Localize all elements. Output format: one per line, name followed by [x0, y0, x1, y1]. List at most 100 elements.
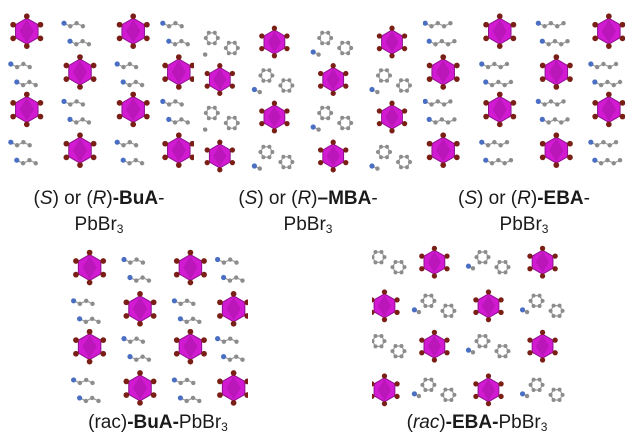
carbon-atom — [452, 117, 457, 122]
bromine-atom — [204, 147, 210, 153]
bromine-atom — [173, 350, 180, 357]
organic-cation — [535, 20, 566, 29]
nitrogen-atom — [67, 38, 73, 44]
organic-cation — [114, 139, 139, 148]
carbon-atom — [86, 120, 92, 125]
carbon-atom — [179, 102, 184, 107]
pbbr6-octahedron — [419, 245, 450, 279]
nitrogen-atom — [592, 157, 598, 163]
bromine-atom — [162, 140, 169, 147]
bromine-atom — [539, 273, 546, 279]
carbon-atom — [399, 78, 403, 83]
nitrogen-atom — [483, 79, 489, 85]
bromine-atom — [426, 140, 433, 147]
carbon-atom — [542, 24, 547, 29]
carbon-atom — [121, 143, 126, 148]
carbon-atom — [393, 259, 398, 264]
carbon-atom — [258, 73, 263, 78]
carbon-atom — [496, 79, 501, 85]
carbon-atom — [226, 40, 231, 45]
benzene-ring — [474, 333, 491, 349]
carbon-atom — [561, 21, 566, 26]
carbon-atom — [477, 344, 482, 349]
carbon-atom — [281, 88, 286, 93]
carbon-atom — [270, 150, 275, 154]
carbon-atom — [287, 78, 292, 83]
bromine-atom — [605, 13, 612, 20]
carbon-atom — [234, 275, 239, 280]
panel-rac-bua — [68, 240, 248, 412]
bromine-atom — [284, 108, 290, 114]
nitrogen-atom — [171, 298, 177, 304]
bromine-atom — [605, 121, 612, 128]
bromine-atom — [343, 83, 349, 89]
carbon-atom — [497, 270, 502, 275]
organic-cation — [67, 116, 92, 125]
carbon-atom — [223, 121, 228, 125]
carbon-atom — [320, 116, 325, 121]
organic-cation — [423, 98, 453, 107]
bromine-atom — [229, 70, 236, 77]
carbon-atom — [433, 42, 438, 47]
carbon-atom — [494, 349, 499, 354]
bromine-atom — [431, 245, 438, 251]
carbon-atom — [221, 339, 227, 344]
panel-rac-eba — [372, 242, 580, 410]
bromine-atom — [401, 45, 408, 52]
carbon-atom — [494, 265, 499, 270]
caption-s-r-bua: (S) or (R)-BuA- PbBr3 — [33, 188, 165, 236]
carbon-atom — [531, 304, 536, 309]
nitrogen-atom — [67, 116, 73, 122]
organic-cation — [592, 79, 623, 88]
bromine-atom — [483, 21, 489, 28]
carbon-atom — [316, 52, 321, 57]
nitrogen-atom — [479, 139, 485, 145]
bromine-atom — [137, 370, 143, 376]
carbon-atom — [555, 24, 560, 29]
carbon-atom — [172, 42, 178, 47]
carbon-atom — [234, 339, 239, 344]
carbon-atom — [452, 392, 457, 397]
bromine-atom — [23, 91, 30, 98]
organic-cation — [519, 391, 530, 399]
carbon-atom — [373, 344, 378, 349]
nitrogen-atom — [177, 395, 183, 401]
carbon-atom — [133, 64, 139, 70]
bromine-atom — [259, 108, 265, 114]
pbbr6-octahedron — [116, 91, 150, 128]
pbbr6-octahedron — [204, 139, 236, 173]
carbon-atom — [203, 36, 208, 40]
pbbr6-octahedron — [10, 13, 44, 50]
bromine-atom — [444, 337, 450, 343]
organic-cation — [160, 20, 184, 29]
pbbr6-octahedron — [527, 329, 558, 363]
benzene-ring — [494, 259, 511, 275]
bromine-atom — [381, 401, 388, 407]
carbon-atom — [605, 158, 610, 163]
benzene-ring — [337, 115, 354, 131]
bromine-atom — [86, 279, 93, 286]
bromine-atom — [230, 370, 237, 376]
nitrogen-atom — [221, 354, 227, 360]
pbbr6-octahedron — [217, 370, 248, 406]
carbon-atom — [537, 377, 542, 382]
carbon-atom — [542, 102, 547, 107]
bromine-atom — [189, 62, 194, 69]
carbon-atom — [83, 319, 89, 325]
bromine-atom — [394, 381, 400, 387]
nitrogen-atom — [426, 38, 432, 44]
carbon-atom — [140, 339, 146, 344]
pbbr6-octahedron — [259, 100, 290, 134]
bromine-atom — [116, 35, 123, 42]
bromine-atom — [187, 249, 194, 256]
carbon-atom — [429, 304, 434, 309]
bromine-atom — [419, 253, 425, 259]
organic-cation — [411, 307, 422, 315]
carbon-atom — [20, 161, 26, 166]
bromine-atom — [605, 43, 612, 50]
bromine-atom — [453, 154, 460, 161]
carbon-atom — [133, 143, 139, 148]
carbon-atom — [506, 349, 511, 354]
organic-cation — [251, 86, 263, 95]
bromine-atom — [394, 393, 400, 400]
